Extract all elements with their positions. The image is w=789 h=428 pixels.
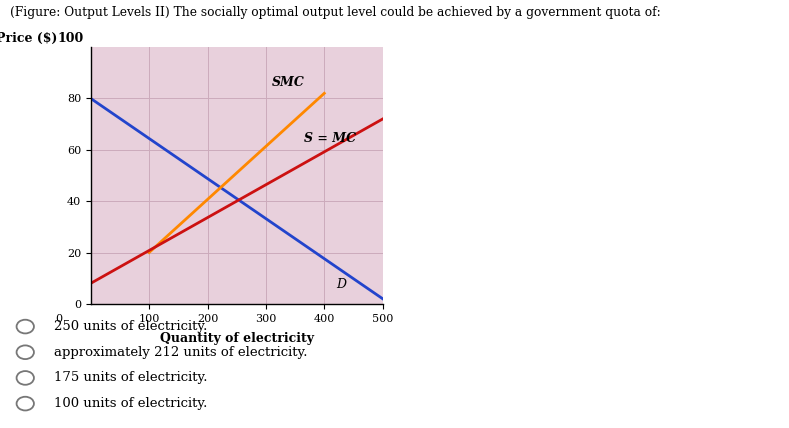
Text: (Figure: Output Levels II) The socially optimal output level could be achieved b: (Figure: Output Levels II) The socially … — [10, 6, 661, 19]
Text: 100 units of electricity.: 100 units of electricity. — [54, 397, 207, 410]
Text: 175 units of electricity.: 175 units of electricity. — [54, 372, 208, 384]
X-axis label: Quantity of electricity: Quantity of electricity — [159, 332, 314, 345]
Y-axis label: Price ($): Price ($) — [0, 32, 57, 45]
Text: D: D — [336, 279, 346, 291]
Text: SMC: SMC — [271, 76, 305, 89]
Text: approximately 212 units of electricity.: approximately 212 units of electricity. — [54, 346, 307, 359]
Text: 100: 100 — [57, 32, 84, 45]
Text: 250 units of electricity.: 250 units of electricity. — [54, 320, 207, 333]
Text: 0: 0 — [55, 314, 62, 324]
Text: S = MC: S = MC — [304, 132, 356, 145]
